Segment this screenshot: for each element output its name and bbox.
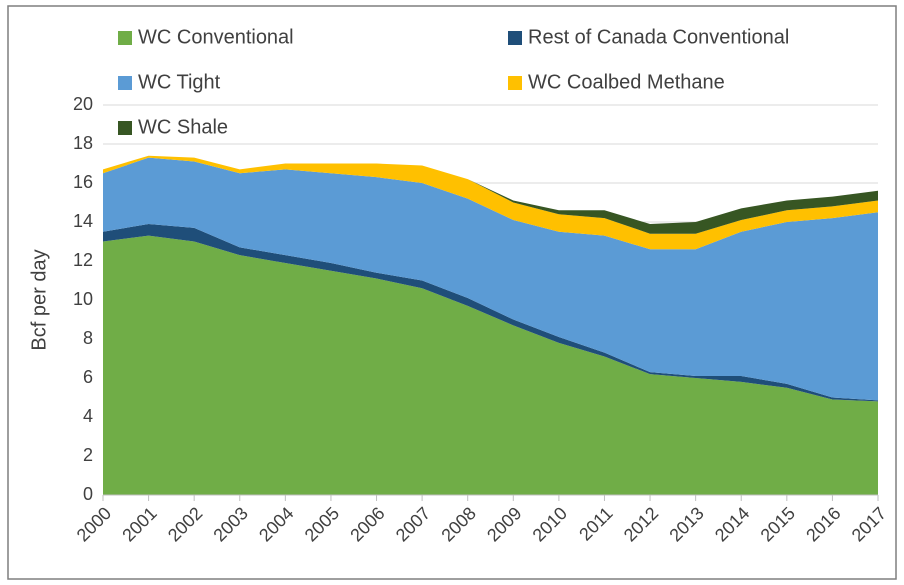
legend-label: WC Tight — [138, 71, 221, 93]
y-tick-label: 0 — [83, 484, 93, 504]
legend-swatch — [508, 76, 522, 90]
legend-swatch — [118, 121, 132, 135]
y-axis-label: Bcf per day — [28, 249, 50, 350]
y-tick-label: 4 — [83, 406, 93, 426]
legend-label: Rest of Canada Conventional — [528, 26, 789, 48]
y-tick-label: 2 — [83, 445, 93, 465]
area — [103, 157, 878, 401]
legend-swatch — [508, 31, 522, 45]
legend-label: WC Coalbed Methane — [528, 71, 725, 93]
y-tick-label: 6 — [83, 367, 93, 387]
y-tick-label: 18 — [73, 133, 93, 153]
area — [103, 235, 878, 495]
legend-label: WC Shale — [138, 116, 228, 138]
y-tick-label: 12 — [73, 250, 93, 270]
y-tick-label: 20 — [73, 94, 93, 114]
y-tick-label: 14 — [73, 211, 93, 231]
legend-label: WC Conventional — [138, 26, 294, 48]
legend-swatch — [118, 76, 132, 90]
y-tick-label: 10 — [73, 289, 93, 309]
area — [103, 155, 878, 250]
legend-swatch — [118, 31, 132, 45]
y-tick-label: 16 — [73, 172, 93, 192]
y-tick-label: 8 — [83, 328, 93, 348]
area — [103, 223, 878, 402]
